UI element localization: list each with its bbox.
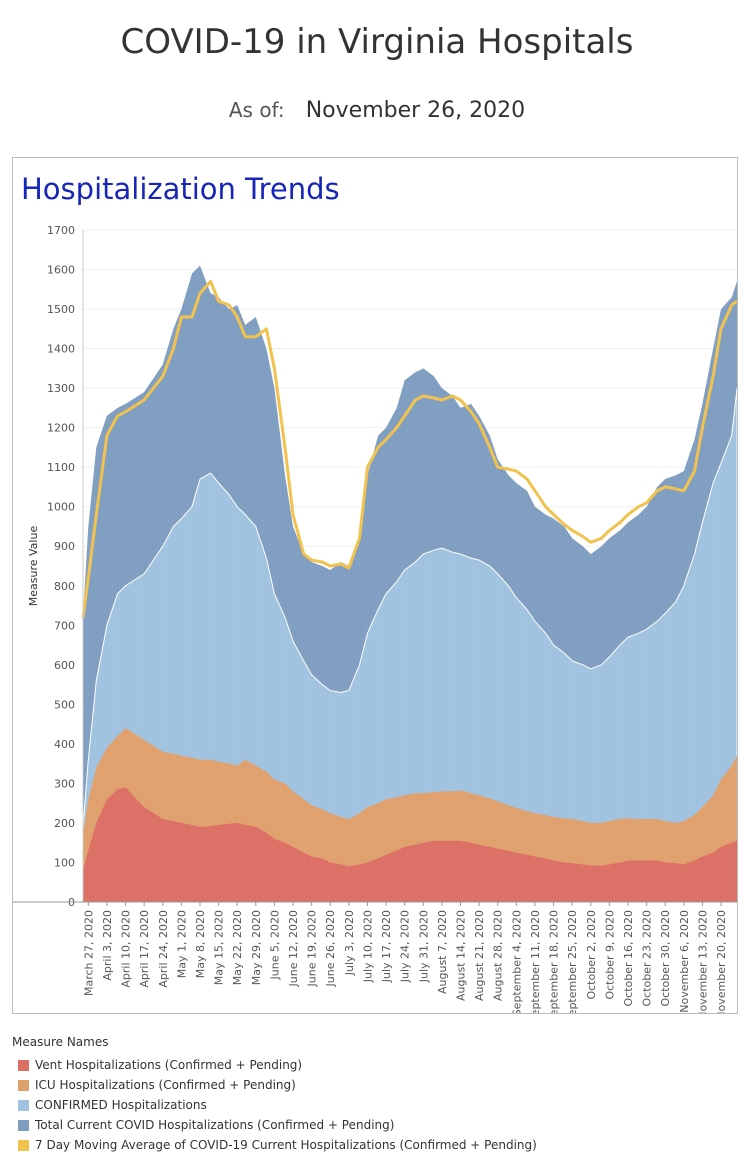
legend-title: Measure Names	[12, 1035, 109, 1049]
legend-label: Vent Hospitalizations (Confirmed + Pendi…	[35, 1058, 303, 1072]
x-tick-label: September 11, 2020	[529, 910, 542, 1013]
x-tick-label: May 15, 2020	[213, 910, 226, 985]
y-tick-label: 1000	[47, 501, 75, 514]
y-tick-label: 800	[54, 580, 75, 593]
legend-swatch	[18, 1119, 29, 1131]
x-tick-label: July 10, 2020	[361, 910, 374, 983]
y-tick-label: 1600	[47, 264, 75, 277]
legend-label: ICU Hospitalizations (Confirmed + Pendin…	[35, 1078, 296, 1092]
y-tick-label: 300	[54, 777, 75, 790]
x-tick-label: August 7, 2020	[436, 910, 449, 994]
x-tick-label: November 13, 2020	[696, 910, 709, 1013]
x-tick-label: July 17, 2020	[380, 910, 393, 983]
chart-title: Hospitalization Trends	[21, 172, 340, 206]
legend-swatch	[18, 1079, 29, 1091]
legend-items: Vent Hospitalizations (Confirmed + Pendi…	[12, 1055, 732, 1155]
series-vent-area	[83, 787, 737, 902]
chart-panel: Hospitalization Trends 01002003004005006…	[12, 157, 738, 1014]
x-tick-label: April 24, 2020	[157, 910, 170, 988]
x-tick-label: October 30, 2020	[659, 910, 672, 1007]
x-tick-label: March 27, 2020	[82, 910, 95, 996]
x-tick-label: June 5, 2020	[268, 910, 281, 980]
legend-item[interactable]: CONFIRMED Hospitalizations	[12, 1095, 732, 1115]
hospitalization-chart[interactable]: 0100200300400500600700800900100011001200…	[13, 158, 737, 1013]
y-tick-label: 1400	[47, 343, 75, 356]
x-tick-label: May 1, 2020	[175, 910, 188, 978]
legend-swatch	[18, 1139, 29, 1151]
y-tick-label: 1700	[47, 224, 75, 237]
x-tick-label: November 6, 2020	[678, 910, 691, 1013]
x-tick-label: June 19, 2020	[306, 910, 319, 987]
x-tick-label: August 28, 2020	[492, 910, 505, 1001]
y-tick-label: 500	[54, 698, 75, 711]
legend-swatch	[18, 1099, 29, 1111]
legend-item[interactable]: Vent Hospitalizations (Confirmed + Pendi…	[12, 1055, 732, 1075]
y-tick-label: 700	[54, 619, 75, 632]
x-tick-label: August 14, 2020	[455, 910, 468, 1001]
y-tick-label: 1100	[47, 461, 75, 474]
x-tick-label: September 18, 2020	[548, 910, 561, 1013]
x-tick-label: April 17, 2020	[138, 910, 151, 988]
legend-label: CONFIRMED Hospitalizations	[35, 1098, 207, 1112]
x-tick-label: October 16, 2020	[622, 910, 635, 1007]
x-tick-label: May 8, 2020	[194, 910, 207, 978]
x-tick-label: July 31, 2020	[417, 910, 430, 983]
x-tick-label: May 29, 2020	[250, 910, 263, 985]
y-tick-label: 400	[54, 738, 75, 751]
asof-date: November 26, 2020	[305, 98, 526, 123]
x-tick-label: May 22, 2020	[231, 910, 244, 985]
x-tick-label: April 10, 2020	[120, 910, 133, 988]
x-tick-label: July 3, 2020	[343, 910, 356, 976]
page-title: COVID-19 in Virginia Hospitals	[120, 22, 634, 62]
x-tick-label: September 4, 2020	[510, 910, 523, 1013]
y-tick-label: 1200	[47, 422, 75, 435]
x-tick-label: October 2, 2020	[585, 910, 598, 1000]
y-tick-label: 200	[54, 817, 75, 830]
asof-label: As of:	[228, 98, 285, 122]
x-tick-label: November 20, 2020	[715, 910, 728, 1013]
x-tick-label: October 9, 2020	[603, 910, 616, 1000]
x-tick-label: July 24, 2020	[399, 910, 412, 983]
y-tick-label: 1500	[47, 303, 75, 316]
y-axis-label: Measure Value	[27, 526, 40, 607]
x-tick-label: June 12, 2020	[287, 910, 300, 987]
legend-item[interactable]: Total Current COVID Hospitalizations (Co…	[12, 1115, 732, 1135]
legend-swatch	[18, 1059, 29, 1071]
y-tick-label: 900	[54, 540, 75, 553]
asof-row: As of: November 26, 2020	[0, 98, 754, 123]
y-tick-label: 100	[54, 856, 75, 869]
x-tick-label: September 25, 2020	[566, 910, 579, 1013]
y-tick-label: 600	[54, 659, 75, 672]
legend-item[interactable]: ICU Hospitalizations (Confirmed + Pendin…	[12, 1075, 732, 1095]
legend-label: Total Current COVID Hospitalizations (Co…	[35, 1118, 395, 1132]
y-tick-label: 1300	[47, 382, 75, 395]
legend-label: 7 Day Moving Average of COVID-19 Current…	[35, 1138, 537, 1152]
x-tick-label: October 23, 2020	[641, 910, 654, 1007]
series-moving-average-line	[81, 279, 737, 618]
legend-item[interactable]: 7 Day Moving Average of COVID-19 Current…	[12, 1135, 732, 1155]
x-tick-label: June 26, 2020	[324, 910, 337, 987]
legend: Measure Names Vent Hospitalizations (Con…	[12, 1035, 732, 1155]
x-tick-label: April 3, 2020	[101, 910, 114, 981]
x-tick-label: August 21, 2020	[473, 910, 486, 1001]
